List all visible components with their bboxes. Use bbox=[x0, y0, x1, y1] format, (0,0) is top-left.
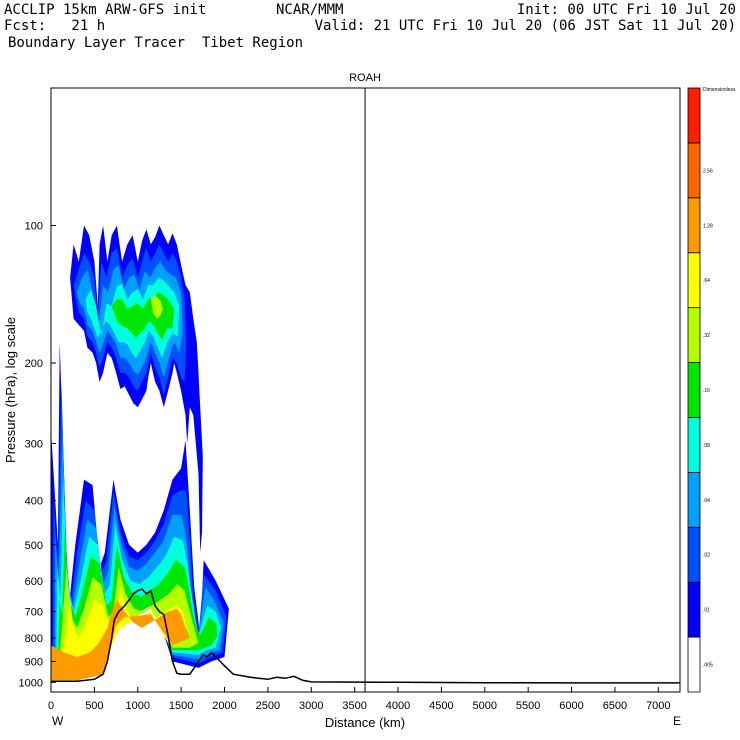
x-tick-label-2000: 2000 bbox=[212, 700, 236, 712]
y-axis-label: Pressure (hPa), log scale bbox=[3, 317, 18, 463]
x-tick-label-500: 500 bbox=[85, 700, 103, 712]
colorbar-swatch-3 bbox=[687, 471, 701, 528]
x-tick-label-1500: 1500 bbox=[169, 700, 193, 712]
x-tick-label-6500: 6500 bbox=[603, 700, 627, 712]
y-tick-label-1000: 1000 bbox=[19, 677, 43, 689]
colorbar-swatch-10 bbox=[687, 87, 701, 144]
colorbar-swatch-7 bbox=[687, 252, 701, 309]
x-axis: 0 500 1000 1500 2000 2500 3000 3500 4000 4500 5000… bbox=[48, 687, 671, 712]
plot-frame bbox=[50, 87, 681, 693]
x-tick-label-6000: 6000 bbox=[559, 700, 583, 712]
x-tick-label-3500: 3500 bbox=[342, 700, 366, 712]
plume-contour-6 bbox=[62, 587, 187, 668]
colorbar-label-8: 1.28 bbox=[703, 223, 713, 229]
x-tick-label-2500: 2500 bbox=[256, 700, 280, 712]
plume-contour-7 bbox=[51, 599, 190, 681]
colorbar-label-4: .08 bbox=[703, 443, 710, 449]
y-tick-label-200: 200 bbox=[25, 358, 43, 370]
colorbar-label-2: .02 bbox=[703, 553, 710, 559]
colorbar-label-6: .32 bbox=[703, 333, 710, 339]
chart-title: ROAH bbox=[349, 72, 381, 84]
header-fcst: Fcst: 21 h bbox=[4, 18, 106, 34]
y-axis: 100 200 300 400 500 600 700 800 900 1000 bbox=[19, 221, 56, 689]
x-tick-label-7000: 7000 bbox=[646, 700, 670, 712]
colorbar-swatch-0 bbox=[687, 636, 701, 693]
x-tick-label-0: 0 bbox=[48, 700, 54, 712]
x-tick-label-5500: 5500 bbox=[516, 700, 540, 712]
x-axis-label: Distance (km) bbox=[325, 715, 405, 730]
header-valid: Valid: 21 UTC Fri 10 Jul 20 (06 JST Sat … bbox=[314, 18, 736, 34]
y-tick-label-300: 300 bbox=[25, 438, 43, 450]
colorbar-label-3: .04 bbox=[703, 498, 710, 504]
colorbar-label-5: .16 bbox=[703, 388, 710, 394]
colorbar-swatch-4 bbox=[687, 417, 701, 473]
colorbar-swatch-1 bbox=[687, 581, 701, 638]
colorbar-label-9: 2.56 bbox=[703, 168, 713, 174]
x-tick-label-5000: 5000 bbox=[473, 700, 497, 712]
colorbar-label-1: .01 bbox=[703, 608, 710, 614]
y-tick-label-500: 500 bbox=[25, 540, 43, 552]
colorbar-unit: Dimensionless bbox=[703, 87, 736, 93]
y-tick-label-600: 600 bbox=[25, 576, 43, 588]
colorbar-swatch-9 bbox=[687, 142, 701, 199]
header-model: ACCLIP 15km ARW-GFS init bbox=[4, 2, 207, 18]
colorbar-swatch-5 bbox=[687, 362, 701, 418]
x-tick-label-3000: 3000 bbox=[299, 700, 323, 712]
colorbar-swatch-2 bbox=[687, 526, 701, 583]
x-tick-label-4500: 4500 bbox=[429, 700, 453, 712]
y-tick-label-100: 100 bbox=[25, 221, 43, 233]
terrain-line bbox=[51, 588, 680, 684]
colorbar: .005 .01 .02 .04 .08 .16 .32 .64 1.28 2.56 Dimensi… bbox=[687, 87, 736, 693]
y-tick-label-800: 800 bbox=[25, 633, 43, 645]
tracer-plumes bbox=[51, 225, 229, 681]
plume-contour-13 bbox=[150, 295, 163, 319]
header-field: Boundary Layer Tracer Tibet Region bbox=[8, 35, 304, 51]
x-tick-label-4000: 4000 bbox=[386, 700, 410, 712]
east-label: E bbox=[673, 714, 681, 728]
colorbar-swatch-8 bbox=[687, 197, 701, 254]
x-tick-label-1000: 1000 bbox=[126, 700, 150, 712]
colorbar-label-7: .64 bbox=[703, 278, 710, 284]
y-tick-label-700: 700 bbox=[25, 607, 43, 619]
y-tick-label-400: 400 bbox=[25, 496, 43, 508]
terrain-profile bbox=[51, 588, 680, 684]
header-org: NCAR/MMM bbox=[276, 2, 344, 18]
y-tick-label-900: 900 bbox=[25, 656, 43, 668]
header-init: Init: 00 UTC Fri 10 Jul 20 bbox=[516, 2, 736, 18]
colorbar-swatch-6 bbox=[687, 307, 701, 363]
west-label: W bbox=[52, 714, 64, 728]
colorbar-label-0: .005 bbox=[703, 663, 713, 669]
